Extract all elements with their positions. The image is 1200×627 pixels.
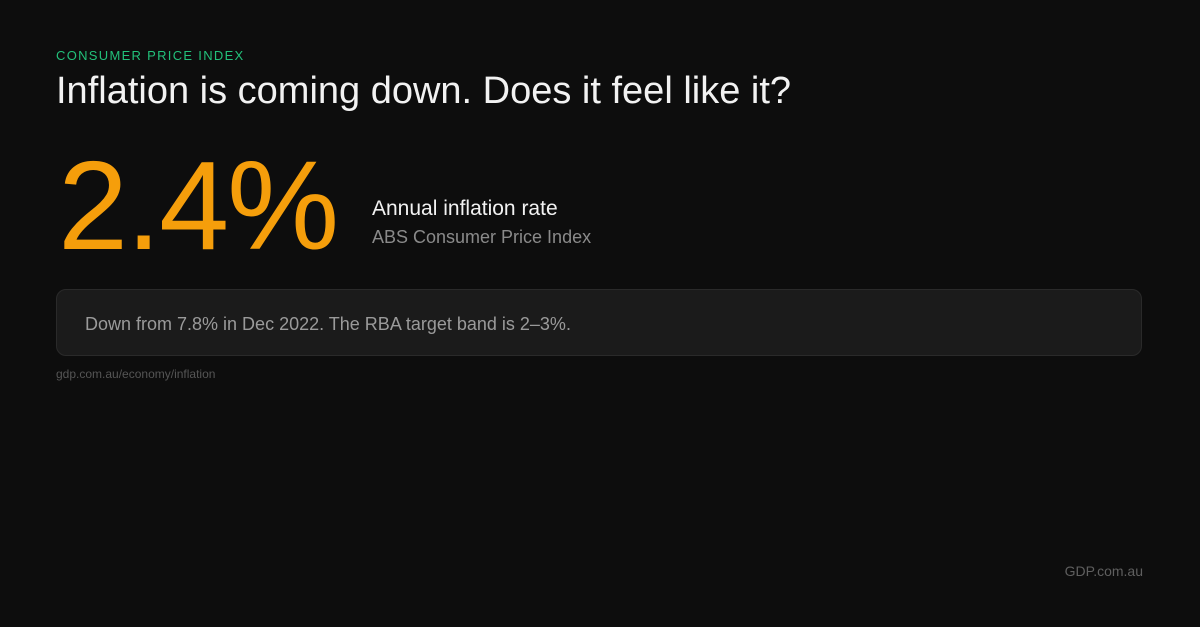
source-url: gdp.com.au/economy/inflation: [56, 367, 216, 381]
page-title: Inflation is coming down. Does it feel l…: [56, 70, 792, 112]
note-card: Down from 7.8% in Dec 2022. The RBA targ…: [56, 289, 1142, 356]
stat-label: Annual inflation rate: [372, 197, 558, 220]
eyebrow-label: CONSUMER PRICE INDEX: [56, 48, 245, 63]
brand-label: GDP.com.au: [1064, 563, 1143, 579]
stat-source: ABS Consumer Price Index: [372, 227, 592, 247]
note-text: Down from 7.8% in Dec 2022. The RBA targ…: [85, 314, 571, 334]
stat-value: 2.4%: [58, 135, 339, 276]
